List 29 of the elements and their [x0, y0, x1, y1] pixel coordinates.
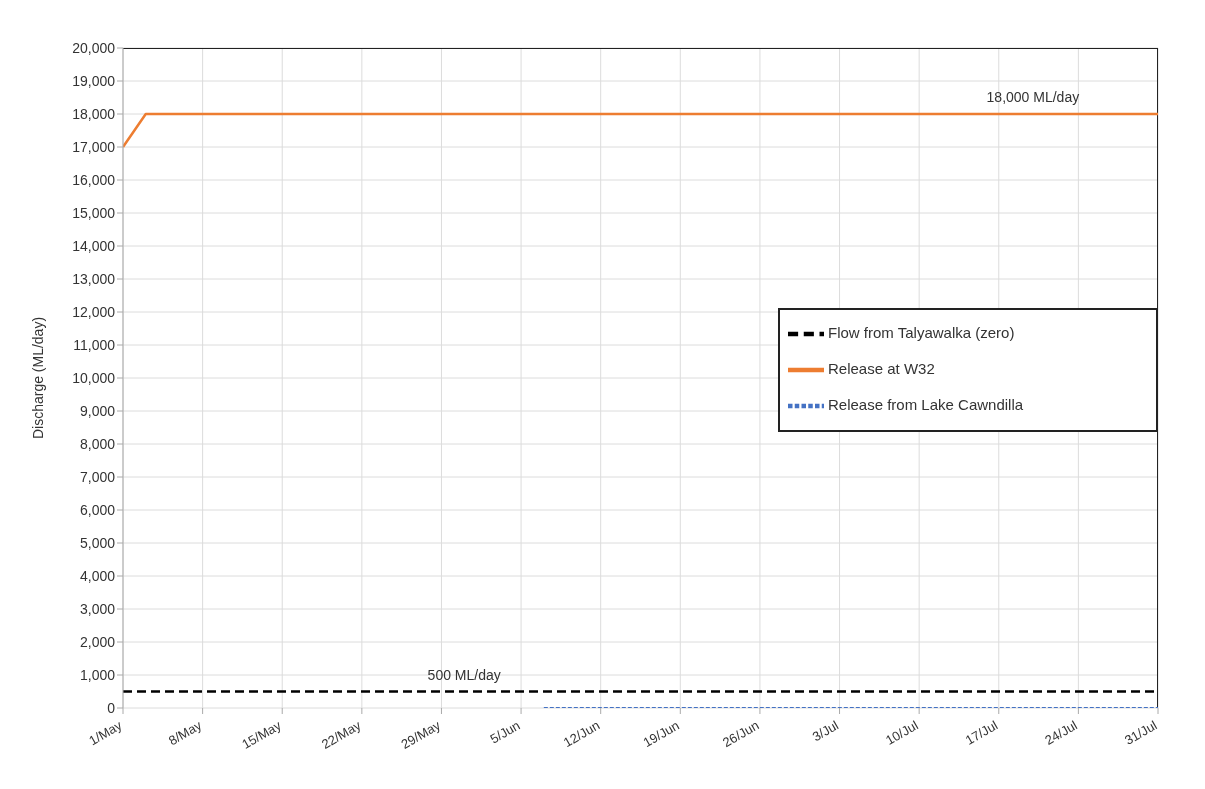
- y-tick-label: 18,000: [72, 105, 116, 122]
- y-tick-label: 16,000: [72, 171, 116, 188]
- annotation: 18,000 ML/day: [986, 89, 1080, 105]
- y-tick-label: 7,000: [79, 468, 116, 485]
- y-tick-label: 5,000: [79, 534, 116, 551]
- y-tick-label: 9,000: [79, 402, 116, 419]
- x-tick-label: 3/Jul: [809, 717, 842, 745]
- y-tick-label: 14,000: [72, 237, 116, 254]
- y-tick-label: 20,000: [72, 39, 116, 56]
- legend-label: Release from Lake Cawndilla: [828, 395, 1024, 413]
- annotation: 500 ML/day: [427, 666, 501, 683]
- y-tick-label: 8,000: [79, 435, 116, 452]
- y-tick-label: 19,000: [72, 72, 116, 89]
- y-axis-title: Discharge (ML/day): [29, 316, 46, 440]
- y-tick-label: 1,000: [79, 666, 116, 683]
- y-tick-label: 12,000: [72, 303, 116, 320]
- y-tick-label: 10,000: [72, 369, 116, 386]
- legend-label: Release at W32: [828, 359, 935, 377]
- x-tick-label: 5/Jun: [487, 717, 523, 747]
- y-tick-label: 6,000: [79, 501, 116, 518]
- y-tick-label: 17,000: [72, 138, 116, 155]
- y-tick-label: 4,000: [79, 567, 116, 584]
- y-tick-label: 13,000: [72, 270, 116, 287]
- y-tick-label: 11,000: [73, 336, 116, 353]
- legend-label: Flow from Talyawalka (zero): [828, 323, 1015, 341]
- y-tick-label: 15,000: [72, 204, 116, 221]
- y-tick-label: 0: [107, 699, 116, 716]
- y-tick-label: 3,000: [79, 600, 116, 617]
- y-tick-label: 2,000: [79, 633, 116, 650]
